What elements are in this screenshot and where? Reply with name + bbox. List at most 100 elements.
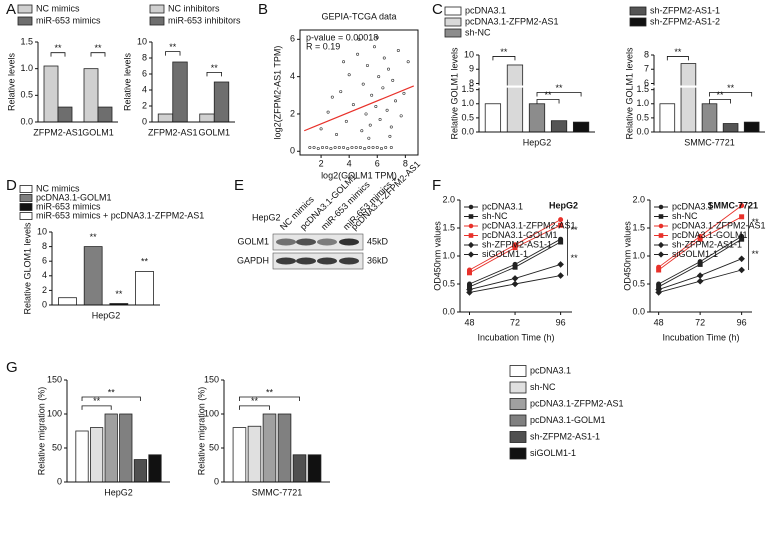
scatter-point	[319, 127, 323, 131]
legend-swatch	[629, 17, 647, 27]
blot-band	[339, 257, 359, 265]
y-tick-label: 0.0	[632, 306, 645, 316]
blot-row-label: GAPDH	[237, 255, 269, 265]
bar	[148, 454, 162, 483]
scatter-point	[406, 60, 410, 64]
panel-label: D	[6, 177, 17, 194]
legend-marker	[657, 251, 665, 258]
y-tick-label: 1.0	[461, 98, 474, 108]
axis-break	[650, 85, 765, 88]
bar	[484, 103, 502, 133]
scatter-point	[354, 146, 358, 150]
bar	[247, 425, 262, 483]
x-tick-label: 6	[375, 158, 380, 168]
significance-bracket	[239, 396, 300, 401]
scatter-point	[402, 91, 406, 95]
scatter-point	[389, 146, 393, 150]
scatter-point	[394, 99, 398, 103]
blot-cell-line: HepG2	[252, 212, 281, 222]
legend-label: sh-ZFPM2-AS1-2	[650, 16, 720, 26]
legend-label: sh-NC	[530, 382, 556, 392]
bar	[506, 64, 524, 133]
legend-swatch	[444, 28, 462, 38]
significance-bracket	[165, 51, 181, 56]
scatter-point	[337, 146, 341, 150]
y-axis-label: Relative levels	[122, 52, 132, 111]
bar	[743, 121, 760, 133]
x-tick-label: 48	[654, 317, 664, 327]
significance-label: **	[93, 396, 101, 406]
y-tick-label: 0.0	[20, 116, 33, 126]
y-tick-label: 2	[42, 285, 47, 295]
legend-swatch	[509, 381, 527, 394]
marker	[739, 214, 745, 220]
y-axis-label: log2(ZFPM2-AS1 TPM)	[272, 46, 282, 140]
legend-marker	[467, 241, 475, 249]
x-tick-label: ZFPM2-AS1	[148, 127, 198, 137]
blot-band	[317, 257, 337, 265]
bar	[83, 68, 99, 123]
y-tick-label: 10	[137, 36, 147, 46]
y-tick-label: 1.5	[461, 84, 474, 94]
legend-label: pcDNA3.1-ZFPM2-AS1	[530, 398, 624, 408]
legend-label: sh-NC	[482, 211, 508, 221]
x-tick-label: GOLM1	[82, 127, 114, 137]
significance-label: **	[545, 90, 553, 100]
bar	[262, 413, 277, 483]
bar	[722, 123, 739, 133]
x-axis-label: Incubation Time (h)	[662, 332, 739, 342]
y-axis-label: Relative levels	[6, 52, 16, 111]
legend-label: NC mimics	[36, 3, 80, 13]
y-tick-label: 4	[142, 84, 147, 94]
scatter-point	[382, 56, 386, 60]
y-tick-label: 50	[52, 442, 62, 452]
y-tick-label: 100	[47, 408, 62, 418]
scatter-point	[375, 146, 379, 150]
bar	[133, 459, 147, 483]
legend-marker	[468, 233, 474, 238]
y-tick-label: 150	[47, 374, 62, 384]
y-tick-label: 6	[42, 256, 47, 266]
marker	[738, 255, 745, 263]
y-tick-label: 0	[57, 476, 62, 486]
x-tick-label: 72	[510, 317, 520, 327]
marker	[697, 261, 703, 267]
y-tick-label: 1.5	[632, 222, 645, 232]
legend-swatch	[509, 365, 527, 377]
scatter-point	[339, 90, 343, 94]
scatter-point	[372, 45, 376, 49]
significance-label: **	[141, 257, 149, 267]
scatter-point	[351, 103, 355, 107]
annotation: R = 0.19	[306, 41, 340, 51]
bar	[307, 454, 322, 483]
x-tick-label: 72	[695, 317, 705, 327]
x-tick-label: GOLM1	[198, 127, 230, 137]
y-tick-label: 2	[290, 108, 295, 118]
y-tick-label: 4	[290, 71, 295, 81]
bar	[90, 427, 104, 483]
scatter-point	[370, 93, 374, 97]
blot-band	[276, 238, 296, 246]
y-axis-label: Relative GOLM1 levels	[449, 47, 459, 140]
scatter-point	[360, 129, 364, 133]
panel-label: B	[258, 1, 268, 18]
blot-band	[317, 238, 337, 246]
legend-label: miR-653 mimics + pcDNA3.1-ZFPM2-AS1	[36, 210, 204, 220]
panel-label: C	[432, 1, 443, 18]
legend-label: sh-NC	[672, 211, 698, 221]
x-tick-label: ZFPM2-AS1	[33, 127, 83, 137]
legend-swatch	[509, 447, 527, 460]
significance-bracket	[90, 52, 106, 57]
y-axis-label: Relative GLOM1 levels	[22, 222, 32, 315]
scatter-point	[375, 35, 379, 39]
scatter-point	[316, 146, 320, 150]
x-axis-label: Incubation Time (h)	[477, 332, 554, 342]
legend-marker	[658, 214, 664, 219]
bar	[172, 61, 188, 123]
significance-bracket	[81, 405, 112, 410]
scatter-point	[365, 63, 369, 67]
x-tick-label: SMMC-7721	[252, 487, 303, 497]
legend-label: NC mimics	[36, 183, 80, 193]
bar	[43, 65, 59, 123]
bar	[213, 81, 230, 123]
